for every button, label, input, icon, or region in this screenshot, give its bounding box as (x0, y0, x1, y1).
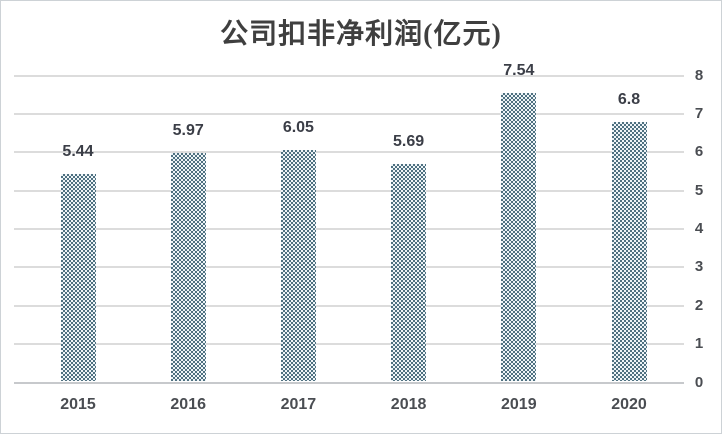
y-axis-tick-label: 0 (694, 373, 704, 391)
x-axis-tick-label: 2017 (280, 396, 317, 413)
bar-value-label: 7.54 (503, 62, 535, 80)
gridline (14, 228, 684, 230)
chart-title: 公司扣非净利润(亿元) (220, 19, 502, 50)
bar-value-label: 5.97 (172, 122, 204, 140)
x-axis-tick-label: 2015 (60, 396, 96, 413)
y-axis-tick-label: 8 (694, 66, 704, 84)
bar-value-label: 6.8 (617, 90, 641, 108)
bar-2015 (60, 173, 96, 382)
x-axis-tick-label: 2016 (170, 396, 206, 413)
gridline (14, 304, 684, 307)
x-axis-tick-label: 2019 (501, 396, 537, 413)
gridline (14, 266, 684, 269)
gridline (14, 151, 684, 154)
x-axis-line (14, 381, 684, 384)
x-axis-tick-label: 2020 (611, 396, 647, 413)
bar-2017 (280, 150, 316, 382)
bar-value-label: 5.69 (393, 133, 425, 151)
bar-2016 (170, 153, 206, 382)
y-axis-tick-label: 3 (694, 258, 704, 276)
bar-value-label: 5.44 (62, 142, 94, 160)
y-axis-tick-label: 7 (694, 104, 704, 122)
gridline (14, 343, 684, 346)
y-axis-tick-label: 2 (694, 296, 704, 314)
gridline (14, 189, 684, 192)
bar-2019 (501, 93, 537, 382)
y-axis-tick-label: 6 (694, 143, 704, 161)
bar-2018 (391, 164, 427, 382)
y-axis-tick-label: 4 (694, 220, 704, 237)
x-axis-tick-label: 2018 (390, 396, 427, 413)
gridline (14, 112, 684, 115)
bar-2020 (611, 121, 647, 382)
y-axis-tick-label: 1 (694, 335, 704, 353)
y-axis-tick-label: 5 (694, 181, 704, 199)
gridline (14, 74, 684, 77)
bar-value-label: 6.05 (282, 119, 314, 137)
